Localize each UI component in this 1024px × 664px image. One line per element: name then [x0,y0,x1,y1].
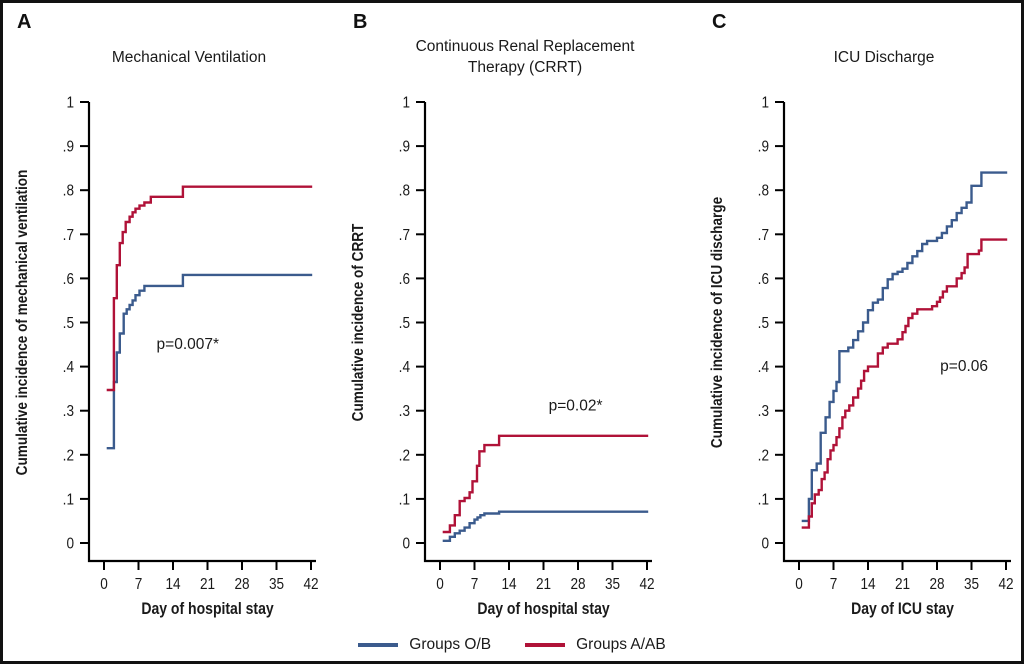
y-tick-label: .8 [399,183,410,200]
y-tick-label: 0 [761,536,769,553]
x-tick-label: 0 [436,576,444,593]
x-tick-label: 7 [135,576,143,593]
legend-item-groups-ob: Groups O/B [358,636,491,654]
y-tick-label: .9 [63,139,74,156]
y-tick-label: .2 [63,447,74,464]
x-tick-label: 14 [501,576,516,593]
series-line-groups-o-b [106,273,313,450]
x-tick-label: 21 [536,576,551,593]
series-line-groups-o-b [801,171,1008,523]
y-tick-label: 1 [402,95,410,112]
y-tick-label: 1 [66,95,74,112]
x-tick-label: 42 [639,576,654,593]
p-value-annotation: p=0.06 [940,358,988,375]
x-axis-label: Day of hospital stay [477,600,610,618]
legend-item-groups-aab: Groups A/AB [525,636,666,654]
y-tick-label: 0 [66,536,74,553]
x-tick-label: 28 [570,576,585,593]
legend: Groups O/B Groups A/AB [3,636,1021,654]
series-line-groups-a-ab [106,185,313,392]
legend-line-swatch-red [525,643,566,647]
axes [423,102,652,563]
x-axis-label: Day of hospital stay [141,600,274,618]
panel-mechanical-ventilation: A Mechanical Ventilation 0 .1 .2 .3 .4 .5 .6 .7… [11,9,346,629]
y-tick-label: .2 [758,447,769,464]
x-tick-label: 28 [234,576,249,593]
y-tick-label: .3 [399,403,410,420]
y-tick-label: .5 [399,315,410,332]
x-tick-label: 42 [303,576,318,593]
x-tick-label: 7 [830,576,838,593]
x-tick-label: 42 [998,576,1013,593]
y-axis-label: Cumulative incidence of CRRT [350,224,367,422]
panel-plot-a: 0 .1 .2 .3 .4 .5 .6 .7 .8 .9 1 0 7 14 21 28 35 42 Day of h… [11,93,346,623]
y-tick-label: .1 [63,491,74,508]
y-tick-label: .7 [758,227,769,244]
axes [87,102,316,563]
y-tick-label: .3 [758,403,769,420]
x-tick-label: 14 [165,576,180,593]
legend-label-groups-ob: Groups O/B [409,636,492,653]
chart-svg: 0 .1 .2 .3 .4 .5 .6 .7 .8 .9 1 0 7 14 21 28 35 42 Day of I… [709,95,1013,619]
panel-plot-b: 0 .1 .2 .3 .4 .5 .6 .7 .8 .9 1 0 7 14 21 28 35 42 Day of h… [347,93,682,623]
axes [782,102,1011,563]
y-tick-label: .1 [399,491,410,508]
x-tick-label: 7 [471,576,479,593]
y-tick-label: .5 [63,315,74,332]
x-tick-label: 35 [964,576,979,593]
p-value-annotation: p=0.007* [157,336,220,353]
legend-line-swatch-blue [358,643,399,647]
y-axis-label: Cumulative incidence of ICU discharge [709,197,726,448]
y-tick-label: .6 [399,271,410,288]
x-axis-label: Day of ICU stay [851,600,954,618]
y-tick-label: .2 [399,447,410,464]
x-tick-label: 21 [895,576,910,593]
panel-title-b: Continuous Renal Replacement Therapy (CR… [415,38,635,76]
y-tick-label: .4 [758,359,769,376]
y-tick-label: .4 [63,359,74,376]
series-line-groups-o-b [442,510,649,542]
panel-letter-c: C [712,11,727,33]
y-tick-label: .6 [63,271,74,288]
y-tick-label: .6 [758,271,769,288]
y-tick-label: .8 [758,183,769,200]
panel-letter-a: A [17,11,32,33]
panel-crrt: B Continuous Renal Replacement Therapy (… [347,9,682,629]
series-line-groups-a-ab [442,434,649,534]
panel-icu-discharge: C ICU Discharge 0 .1 .2 .3 .4 .5 .6 .7 .8 .9 1 0 7 14… [706,9,1021,629]
y-tick-label: 0 [402,536,410,553]
panel-letter-b: B [353,11,368,33]
panel-title-c: ICU Discharge [833,48,935,66]
chart-svg: 0 .1 .2 .3 .4 .5 .6 .7 .8 .9 1 0 7 14 21 28 35 42 Day of h… [350,95,654,619]
panel-title-a: Mechanical Ventilation [111,48,267,66]
y-tick-label: .5 [758,315,769,332]
p-value-annotation: p=0.02* [549,398,603,415]
x-tick-label: 21 [200,576,215,593]
y-tick-label: .9 [399,139,410,156]
y-tick-label: .8 [63,183,74,200]
y-axis-label: Cumulative incidence of mechanical venti… [14,170,31,476]
x-tick-label: 0 [100,576,108,593]
x-tick-label: 0 [795,576,803,593]
y-tick-label: .9 [758,139,769,156]
y-tick-label: .4 [399,359,410,376]
legend-label-groups-aab: Groups A/AB [576,636,666,653]
y-tick-label: .1 [758,491,769,508]
x-tick-label: 14 [860,576,875,593]
x-tick-label: 28 [929,576,944,593]
y-tick-label: 1 [761,95,769,112]
y-tick-label: .7 [399,227,410,244]
y-tick-label: .3 [63,403,74,420]
x-tick-label: 35 [605,576,620,593]
x-tick-label: 35 [269,576,284,593]
chart-svg: 0 .1 .2 .3 .4 .5 .6 .7 .8 .9 1 0 7 14 21 28 35 42 Day of h… [14,95,318,619]
series-line-groups-a-ab [801,238,1008,529]
panel-plot-c: 0 .1 .2 .3 .4 .5 .6 .7 .8 .9 1 0 7 14 21 28 35 42 Day of I… [706,93,1021,623]
y-tick-label: .7 [63,227,74,244]
